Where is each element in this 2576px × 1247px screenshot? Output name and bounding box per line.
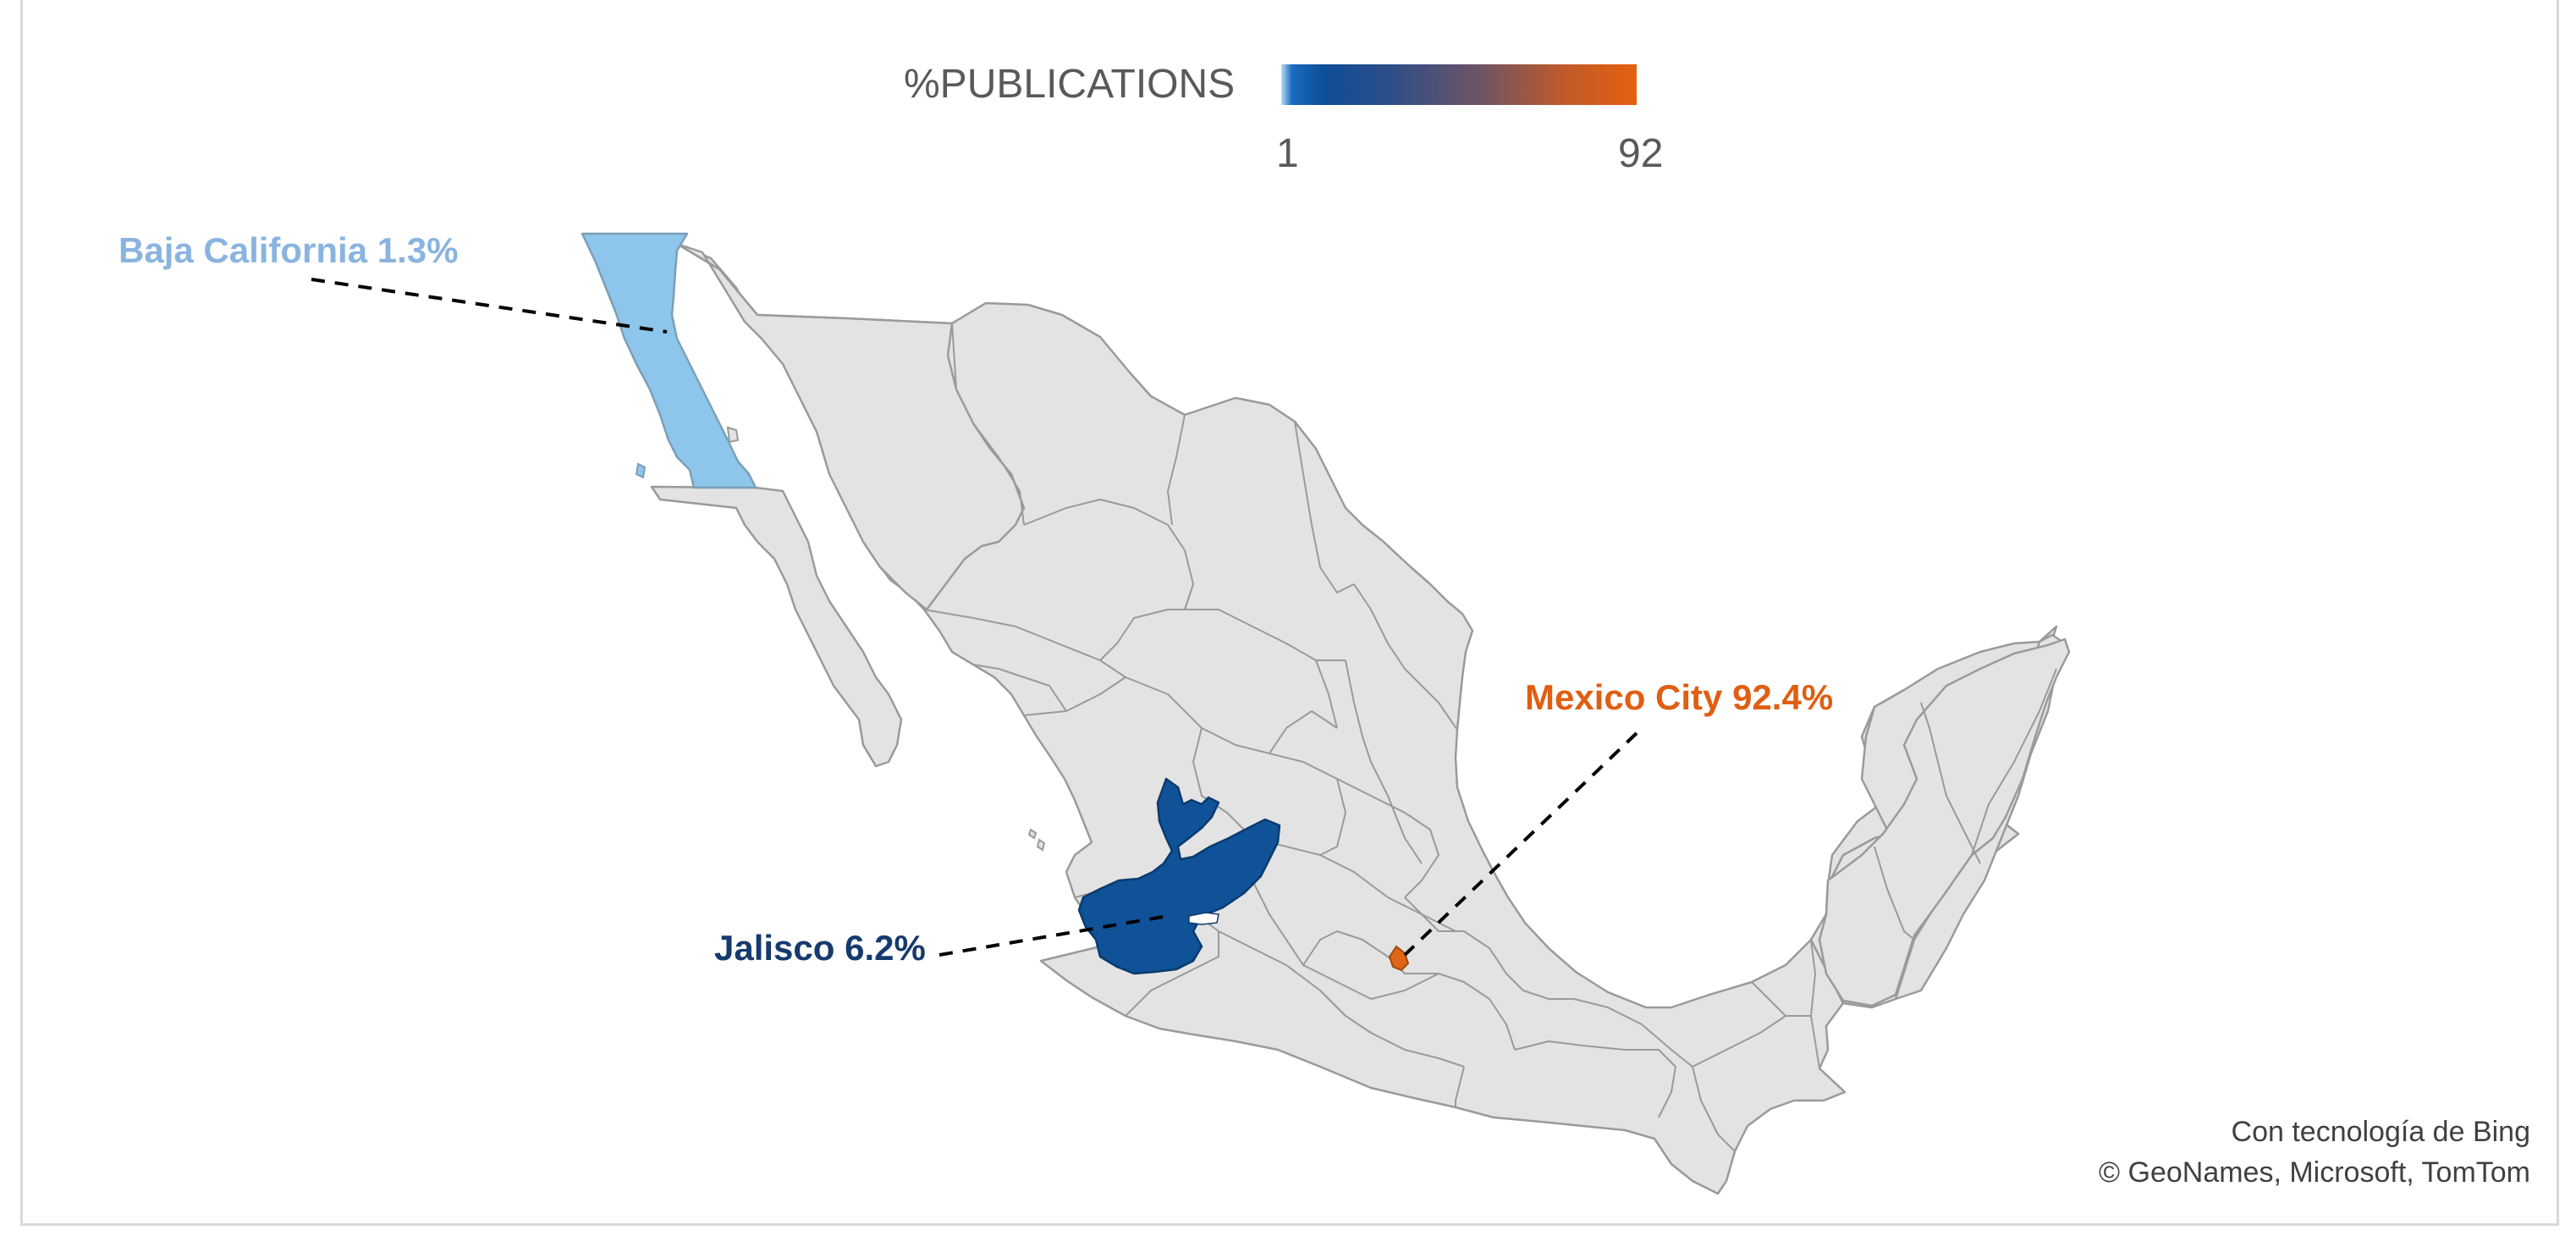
callout-lines [311, 278, 1638, 957]
credit-sources: © GeoNames, Microsoft, TomTom [2099, 1156, 2530, 1189]
lake-chapala [1188, 912, 1219, 925]
callout-baja-california: Baja California 1.3% [118, 230, 459, 270]
legend-title: %PUBLICATIONS [904, 62, 1236, 107]
legend-max-label: 92 [1618, 131, 1664, 176]
callout-mexico-city: Mexico City 92.4% [1525, 677, 1834, 717]
islands [726, 426, 1046, 852]
leader-line-jalisco [938, 914, 1169, 957]
credit-bing: Con tecnología de Bing [2231, 1116, 2530, 1148]
leader-line-mexico-city [1403, 731, 1638, 957]
region-jalisco [1077, 777, 1281, 975]
leader-line-baja [311, 278, 668, 334]
legend-gradient-bar [1281, 64, 1637, 105]
region-baja-california [581, 232, 757, 489]
region-baja-island [635, 462, 647, 479]
mexico-base [650, 242, 2071, 1195]
legend-min-label: 1 [1276, 131, 1299, 176]
callout-jalisco: Jalisco 6.2% [714, 928, 926, 968]
